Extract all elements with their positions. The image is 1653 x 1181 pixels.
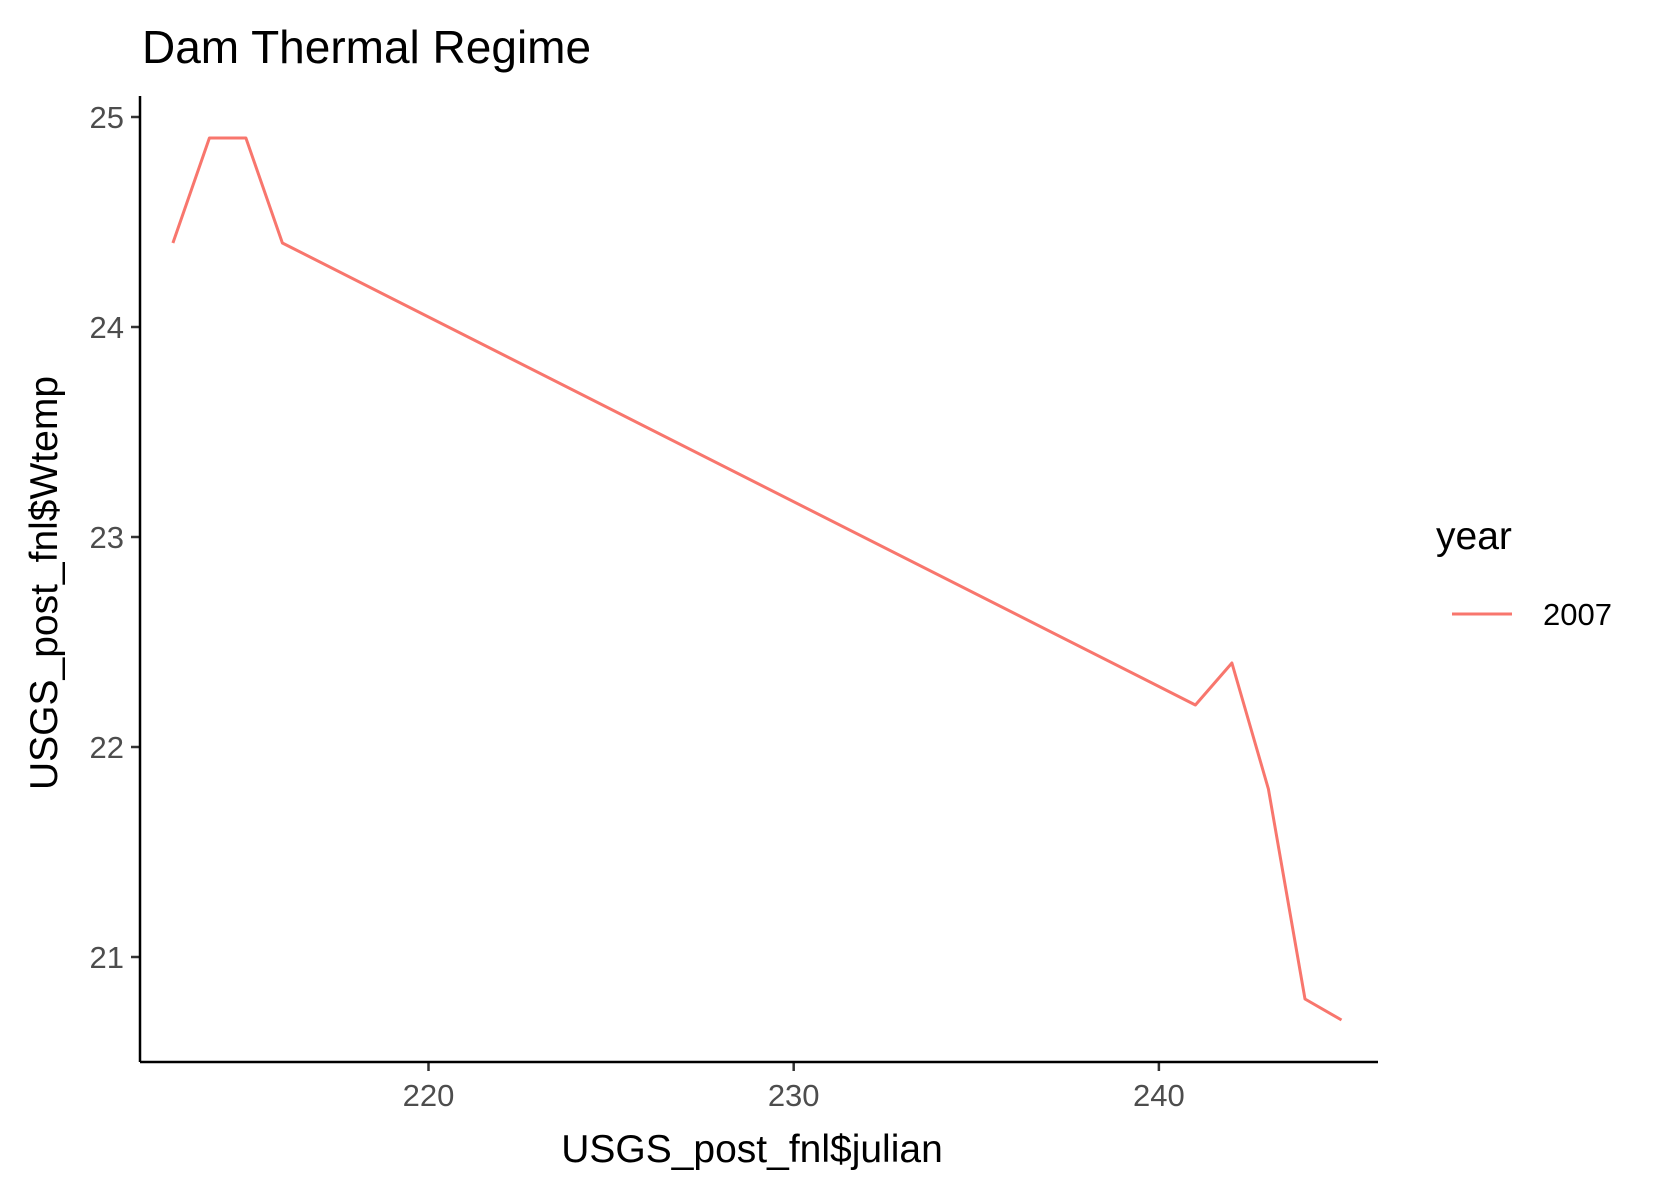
y-axis-title: USGS_post_fnl$Wtemp: [23, 376, 66, 790]
y-tick-label: 21: [90, 940, 124, 975]
y-tick-label: 25: [90, 100, 124, 135]
x-tick-label: 240: [1133, 1078, 1185, 1113]
x-axis-title: USGS_post_fnl$julian: [561, 1128, 943, 1171]
x-tick-label: 220: [403, 1078, 455, 1113]
y-tick-label: 22: [90, 730, 124, 765]
legend-label: 2007: [1543, 597, 1612, 632]
series-line: [171, 136, 1343, 1022]
plot-area: 21 22 23 24 25 220 230 240: [90, 96, 1378, 1113]
x-axis-ticks: 220 230 240: [403, 1062, 1185, 1113]
y-tick-label: 23: [90, 520, 124, 555]
legend-items: 2007: [1452, 597, 1612, 632]
y-tick-label: 24: [90, 310, 124, 345]
x-tick-label: 230: [768, 1078, 820, 1113]
series-layer: [171, 136, 1343, 1022]
legend: year 2007: [1436, 515, 1612, 632]
chart-title: Dam Thermal Regime: [142, 21, 591, 73]
y-axis-ticks: 21 22 23 24 25: [90, 100, 140, 975]
legend-title: year: [1436, 515, 1512, 558]
